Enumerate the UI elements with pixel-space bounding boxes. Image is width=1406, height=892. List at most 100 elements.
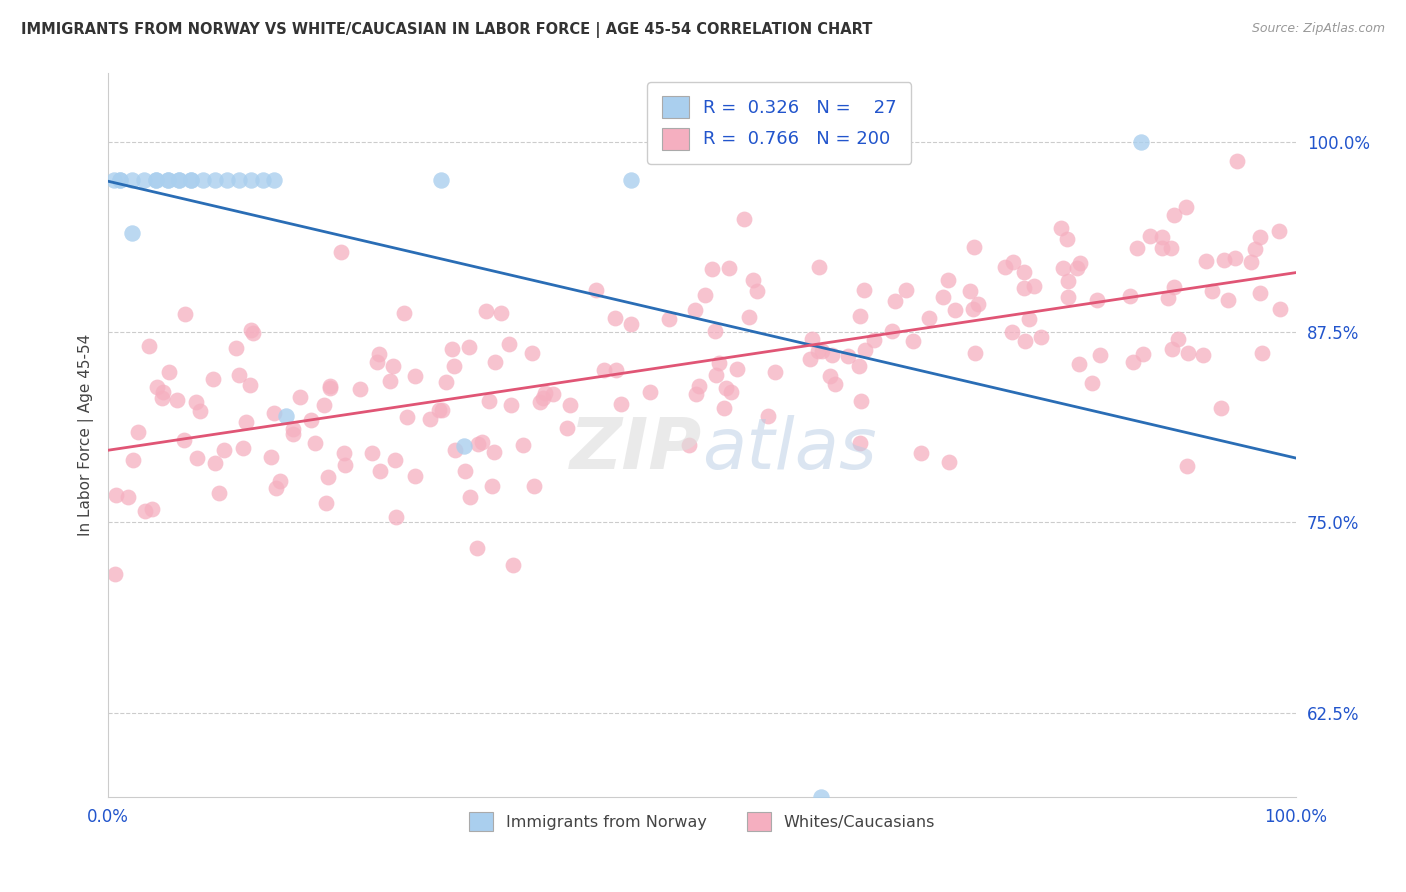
Point bbox=[361, 446, 384, 460]
Point bbox=[1066, 260, 1088, 275]
Point bbox=[283, 427, 305, 442]
Point bbox=[174, 307, 197, 321]
Point bbox=[808, 260, 831, 275]
Point bbox=[707, 355, 730, 369]
Point bbox=[225, 341, 247, 355]
Text: atlas: atlas bbox=[702, 415, 876, 483]
Point bbox=[800, 332, 823, 346]
Point bbox=[235, 415, 257, 429]
Point bbox=[108, 172, 131, 186]
Point bbox=[157, 366, 180, 380]
Point bbox=[1014, 334, 1036, 348]
Point bbox=[959, 284, 981, 298]
Text: ZIP: ZIP bbox=[569, 415, 702, 483]
Point bbox=[810, 789, 832, 804]
Point bbox=[821, 348, 844, 362]
Point bbox=[444, 443, 467, 458]
Point bbox=[1157, 291, 1180, 305]
Point bbox=[484, 445, 506, 459]
Point bbox=[260, 450, 283, 464]
Point bbox=[1130, 135, 1153, 149]
Point bbox=[134, 504, 156, 518]
Point bbox=[1213, 253, 1236, 268]
Point bbox=[204, 172, 226, 186]
Point bbox=[470, 435, 492, 450]
Point bbox=[202, 372, 225, 386]
Point bbox=[242, 326, 264, 340]
Point bbox=[299, 413, 322, 427]
Point bbox=[475, 303, 498, 318]
Point bbox=[169, 172, 191, 186]
Point bbox=[427, 403, 450, 417]
Point bbox=[1067, 357, 1090, 371]
Point bbox=[239, 172, 262, 186]
Point bbox=[315, 496, 337, 510]
Point bbox=[695, 287, 717, 301]
Point bbox=[1024, 279, 1046, 293]
Point bbox=[127, 425, 149, 440]
Point bbox=[1056, 232, 1078, 246]
Point bbox=[901, 334, 924, 348]
Point bbox=[1161, 342, 1184, 356]
Point bbox=[186, 451, 208, 466]
Point bbox=[304, 436, 326, 450]
Point bbox=[702, 261, 724, 276]
Point bbox=[329, 244, 352, 259]
Point bbox=[380, 375, 402, 389]
Point bbox=[1057, 290, 1080, 304]
Point bbox=[962, 301, 984, 316]
Point bbox=[1249, 285, 1271, 300]
Point bbox=[1240, 255, 1263, 269]
Point bbox=[1192, 348, 1215, 362]
Point bbox=[936, 273, 959, 287]
Point bbox=[994, 260, 1017, 274]
Point bbox=[534, 386, 557, 401]
Point bbox=[1267, 224, 1289, 238]
Point bbox=[453, 439, 475, 453]
Point bbox=[733, 211, 755, 226]
Point bbox=[1177, 345, 1199, 359]
Point bbox=[121, 453, 143, 467]
Point bbox=[394, 306, 416, 320]
Point bbox=[105, 488, 128, 502]
Point bbox=[180, 172, 202, 186]
Point bbox=[430, 403, 453, 417]
Point bbox=[1090, 348, 1112, 362]
Point bbox=[1226, 153, 1249, 168]
Point bbox=[849, 436, 872, 450]
Point bbox=[1223, 251, 1246, 265]
Point bbox=[541, 386, 564, 401]
Point bbox=[108, 172, 131, 186]
Point bbox=[1167, 332, 1189, 346]
Point bbox=[683, 302, 706, 317]
Point bbox=[429, 172, 451, 186]
Point bbox=[215, 172, 238, 186]
Point bbox=[166, 392, 188, 407]
Point bbox=[747, 284, 769, 298]
Point bbox=[232, 442, 254, 456]
Point bbox=[678, 438, 700, 452]
Point bbox=[150, 391, 173, 405]
Point bbox=[212, 443, 235, 458]
Point bbox=[288, 390, 311, 404]
Point bbox=[741, 273, 763, 287]
Point bbox=[943, 303, 966, 318]
Point bbox=[184, 395, 207, 409]
Point bbox=[454, 464, 477, 478]
Point bbox=[316, 469, 339, 483]
Point bbox=[1012, 281, 1035, 295]
Point bbox=[104, 566, 127, 581]
Point bbox=[384, 452, 406, 467]
Point bbox=[720, 384, 742, 399]
Point bbox=[396, 410, 419, 425]
Point bbox=[103, 172, 125, 186]
Point bbox=[918, 310, 941, 325]
Point bbox=[283, 422, 305, 436]
Point bbox=[849, 309, 872, 323]
Point bbox=[239, 323, 262, 337]
Point bbox=[1160, 241, 1182, 255]
Point bbox=[1001, 255, 1024, 269]
Point bbox=[204, 456, 226, 470]
Point bbox=[269, 474, 291, 488]
Point bbox=[837, 349, 859, 363]
